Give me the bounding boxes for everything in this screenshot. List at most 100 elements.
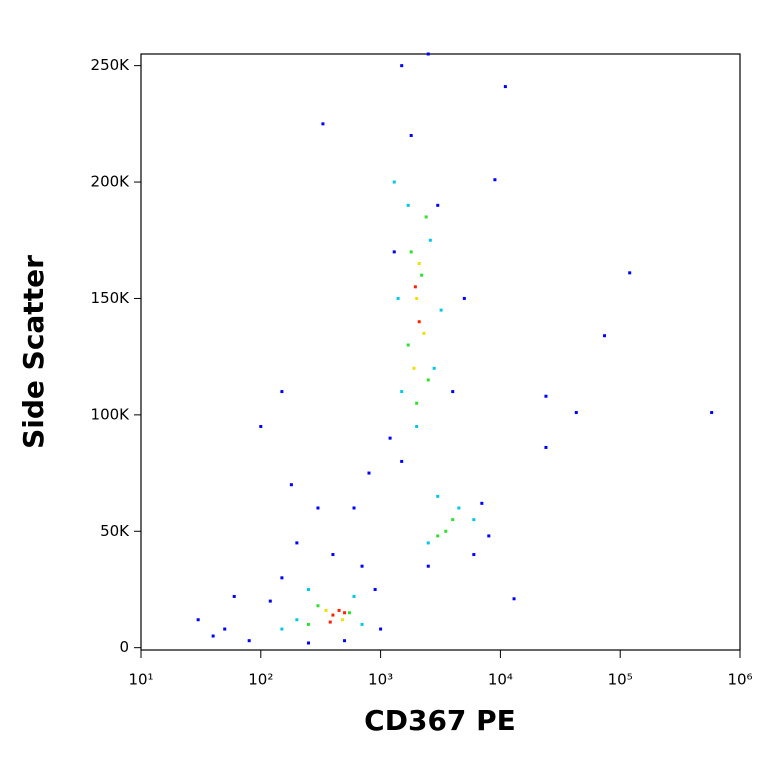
x-tick-label: 10⁶: [727, 671, 752, 689]
point: [324, 608, 328, 612]
point: [367, 471, 371, 475]
point: [451, 390, 455, 394]
point: [268, 599, 272, 603]
point: [352, 594, 356, 598]
point: [343, 611, 347, 615]
point: [415, 296, 419, 300]
y-tick-label: 250K: [91, 56, 131, 74]
point: [436, 203, 440, 207]
x-axis-label: CD367 PE: [364, 704, 516, 737]
point: [388, 436, 392, 440]
point: [232, 594, 236, 598]
point: [360, 622, 364, 626]
y-tick-label: 50K: [100, 522, 130, 540]
point: [426, 378, 430, 382]
point: [337, 608, 341, 612]
y-tick-label: 200K: [91, 173, 131, 191]
point: [280, 576, 284, 580]
point: [409, 133, 413, 137]
point: [451, 518, 455, 522]
point: [544, 394, 548, 398]
point: [392, 180, 396, 184]
point: [306, 587, 310, 591]
point: [412, 366, 416, 370]
point: [379, 627, 383, 631]
point: [426, 541, 430, 545]
point: [413, 285, 417, 289]
x-tick-label: 10²: [248, 671, 273, 689]
point: [439, 308, 443, 312]
x-tick-label: 10³: [368, 671, 393, 689]
point: [306, 622, 310, 626]
point: [247, 639, 251, 643]
point: [487, 534, 491, 538]
point: [406, 203, 410, 207]
point: [480, 501, 484, 505]
point: [472, 553, 476, 557]
point: [306, 641, 310, 645]
point: [373, 587, 377, 591]
y-axis-label: Side Scatter: [17, 255, 50, 449]
point: [503, 85, 507, 89]
point: [603, 334, 607, 338]
point: [400, 459, 404, 463]
point: [392, 250, 396, 254]
point: [400, 390, 404, 394]
point: [280, 627, 284, 631]
point: [347, 611, 351, 615]
point: [400, 64, 404, 68]
point: [316, 506, 320, 510]
point: [259, 425, 263, 428]
point: [472, 518, 476, 522]
point: [331, 613, 335, 617]
point: [409, 250, 413, 254]
point: [426, 52, 430, 56]
point: [417, 320, 421, 324]
point: [420, 273, 424, 277]
point: [710, 411, 714, 415]
point: [321, 122, 325, 126]
point: [462, 296, 466, 300]
point: [352, 506, 356, 510]
point: [415, 401, 419, 405]
point: [493, 178, 497, 182]
point: [328, 620, 332, 624]
point: [444, 529, 448, 533]
y-tick-label: 100K: [91, 405, 131, 423]
point: [340, 618, 344, 622]
point: [331, 553, 335, 557]
point: [360, 564, 364, 568]
point: [280, 390, 284, 394]
point: [422, 331, 426, 335]
point: [396, 296, 400, 300]
point: [211, 634, 215, 638]
x-tick-label: 10¹: [128, 671, 153, 689]
point: [457, 506, 461, 510]
point: [295, 541, 299, 545]
point: [512, 597, 516, 601]
point: [436, 534, 440, 538]
point: [628, 271, 632, 275]
point: [436, 494, 440, 498]
x-tick-label: 10⁴: [488, 671, 513, 689]
point: [428, 238, 432, 242]
y-tick-label: 0: [119, 638, 129, 656]
point: [343, 639, 347, 643]
point: [426, 564, 430, 568]
point: [316, 604, 320, 608]
point: [424, 215, 428, 219]
point: [289, 483, 293, 487]
plot-frame: [140, 53, 741, 651]
point: [406, 343, 410, 347]
x-tick-label: 10⁵: [608, 671, 633, 689]
point: [295, 618, 299, 622]
point: [432, 366, 436, 370]
point: [415, 425, 419, 428]
point: [196, 618, 200, 622]
y-tick-label: 150K: [91, 289, 131, 307]
point: [417, 262, 421, 266]
point: [223, 627, 227, 631]
point: [574, 411, 578, 415]
point: [544, 445, 548, 449]
